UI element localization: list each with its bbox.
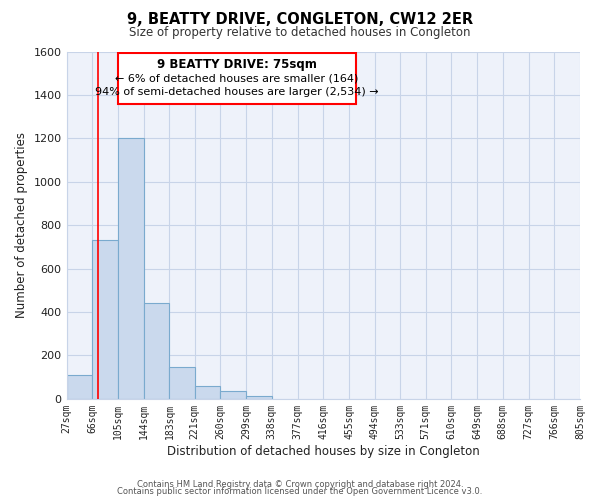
X-axis label: Distribution of detached houses by size in Congleton: Distribution of detached houses by size … [167,444,479,458]
Text: Contains HM Land Registry data © Crown copyright and database right 2024.: Contains HM Land Registry data © Crown c… [137,480,463,489]
Bar [144,304,169,399]
Bar [246,396,272,399]
Text: 94% of semi-detached houses are larger (2,534) →: 94% of semi-detached houses are larger (… [95,86,379,97]
Text: Contains public sector information licensed under the Open Government Licence v3: Contains public sector information licen… [118,488,482,496]
Bar [118,138,144,399]
Bar [220,391,246,399]
Text: 9, BEATTY DRIVE, CONGLETON, CW12 2ER: 9, BEATTY DRIVE, CONGLETON, CW12 2ER [127,12,473,28]
FancyBboxPatch shape [118,52,356,104]
Bar [67,375,92,399]
Text: 9 BEATTY DRIVE: 75sqm: 9 BEATTY DRIVE: 75sqm [157,58,317,71]
Text: Size of property relative to detached houses in Congleton: Size of property relative to detached ho… [129,26,471,39]
Bar [194,386,220,399]
Bar [169,368,194,399]
Y-axis label: Number of detached properties: Number of detached properties [15,132,28,318]
Text: ← 6% of detached houses are smaller (164): ← 6% of detached houses are smaller (164… [115,73,359,83]
Bar [92,240,118,399]
